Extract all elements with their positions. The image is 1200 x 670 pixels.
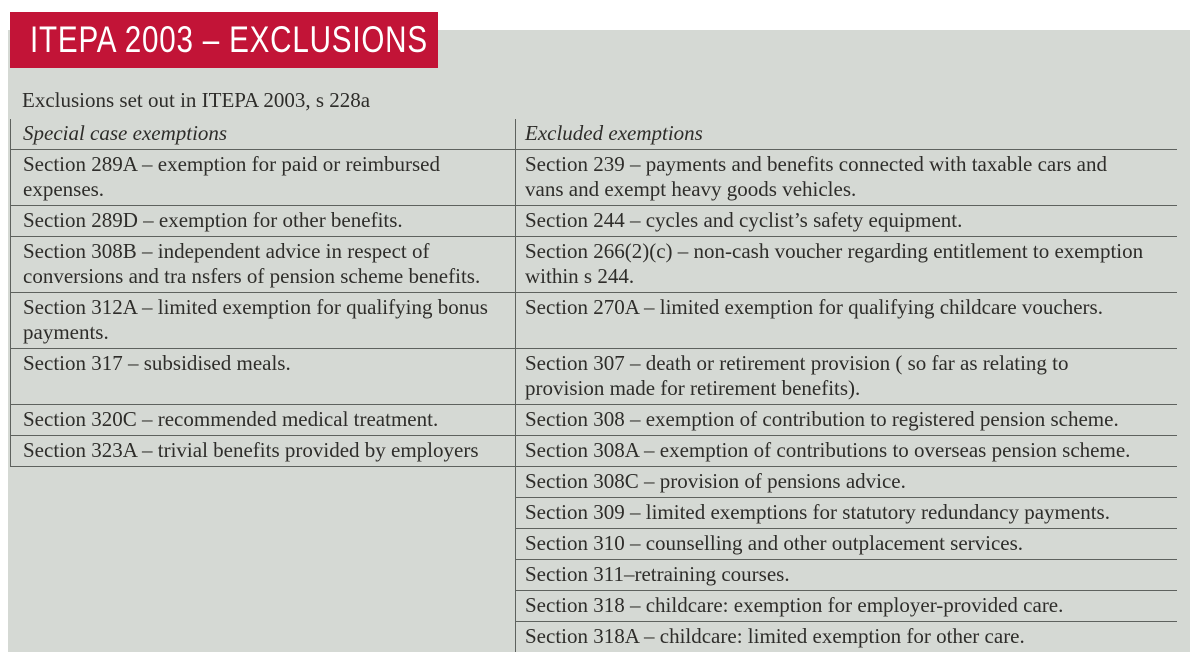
table-cell: Section 310 – counselling and other outp… (515, 528, 1177, 560)
table-cell: Section 289A – exemption for paid or rei… (10, 149, 516, 206)
table-cell-empty (11, 467, 516, 498)
table-cell: Section 318 – childcare: exemption for e… (515, 590, 1177, 622)
title-banner: ITEPA 2003 – EXCLUSIONS (10, 12, 438, 68)
table-cell-empty (11, 591, 516, 622)
table-cell: Section 309 – limited exemptions for sta… (515, 497, 1177, 529)
table-row: Section 311–retraining courses. (11, 559, 1177, 591)
table-row: Section 289D – exemption for other benef… (10, 205, 1177, 237)
table-cell: Section 318A – childcare: limited exempt… (515, 621, 1177, 652)
column-header-excluded: Excluded exemptions (515, 119, 1177, 150)
table-row: Section 312A – limited exemption for qua… (10, 292, 1177, 349)
table-cell: Section 311–retraining courses. (515, 559, 1177, 591)
table-cell: Section 289D – exemption for other benef… (10, 205, 516, 237)
table-cell: Section 308A – exemption of contribution… (515, 435, 1177, 467)
table-cell-empty (11, 498, 516, 529)
table-cell: Section 320C – recommended medical treat… (10, 404, 516, 436)
table-row: Section 308C – provision of pensions adv… (11, 466, 1177, 498)
table-cell: Section 308 – exemption of contribution … (515, 404, 1177, 436)
table-row: Section 310 – counselling and other outp… (11, 528, 1177, 560)
table-row: Section 309 – limited exemptions for sta… (11, 497, 1177, 529)
table-header-row: Special case exemptions Excluded exempti… (10, 119, 1177, 150)
table-cell: Section 312A – limited exemption for qua… (10, 292, 516, 349)
exclusions-table: Special case exemptions Excluded exempti… (10, 119, 1177, 652)
table-cell-empty (11, 560, 516, 591)
table-row: Section 318A – childcare: limited exempt… (11, 621, 1177, 653)
table-cell: Section 244 – cycles and cyclist’s safet… (515, 205, 1177, 237)
table-cell-empty (11, 529, 516, 560)
table-row: Section 318 – childcare: exemption for e… (11, 590, 1177, 622)
table-row: Section 317 – subsidised meals. Section … (10, 348, 1177, 405)
table-cell: Section 308B – independent advice in res… (10, 236, 516, 293)
table-cell: Section 270A – limited exemption for qua… (515, 292, 1177, 349)
table-cell: Section 308C – provision of pensions adv… (515, 466, 1177, 498)
table-row: Section 320C – recommended medical treat… (10, 404, 1177, 436)
table-cell-empty (11, 622, 516, 653)
table-cell: Section 323A – trivial benefits provided… (10, 435, 516, 467)
intro-line: Exclusions set out in ITEPA 2003, s 228a (22, 88, 371, 112)
column-header-special-case: Special case exemptions (10, 119, 516, 150)
page-title: ITEPA 2003 – EXCLUSIONS (30, 19, 428, 60)
table-cell: Section 317 – subsidised meals. (10, 348, 516, 405)
table-cell: Section 239 – payments and benefits conn… (515, 149, 1177, 206)
table-row: Section 323A – trivial benefits provided… (10, 435, 1177, 467)
table-cell: Section 307 – death or retirement provis… (515, 348, 1177, 405)
table-row: Section 308B – independent advice in res… (10, 236, 1177, 293)
table-cell: Section 266(2)(c) – non-cash voucher reg… (515, 236, 1177, 293)
table-row: Section 289A – exemption for paid or rei… (10, 149, 1177, 206)
